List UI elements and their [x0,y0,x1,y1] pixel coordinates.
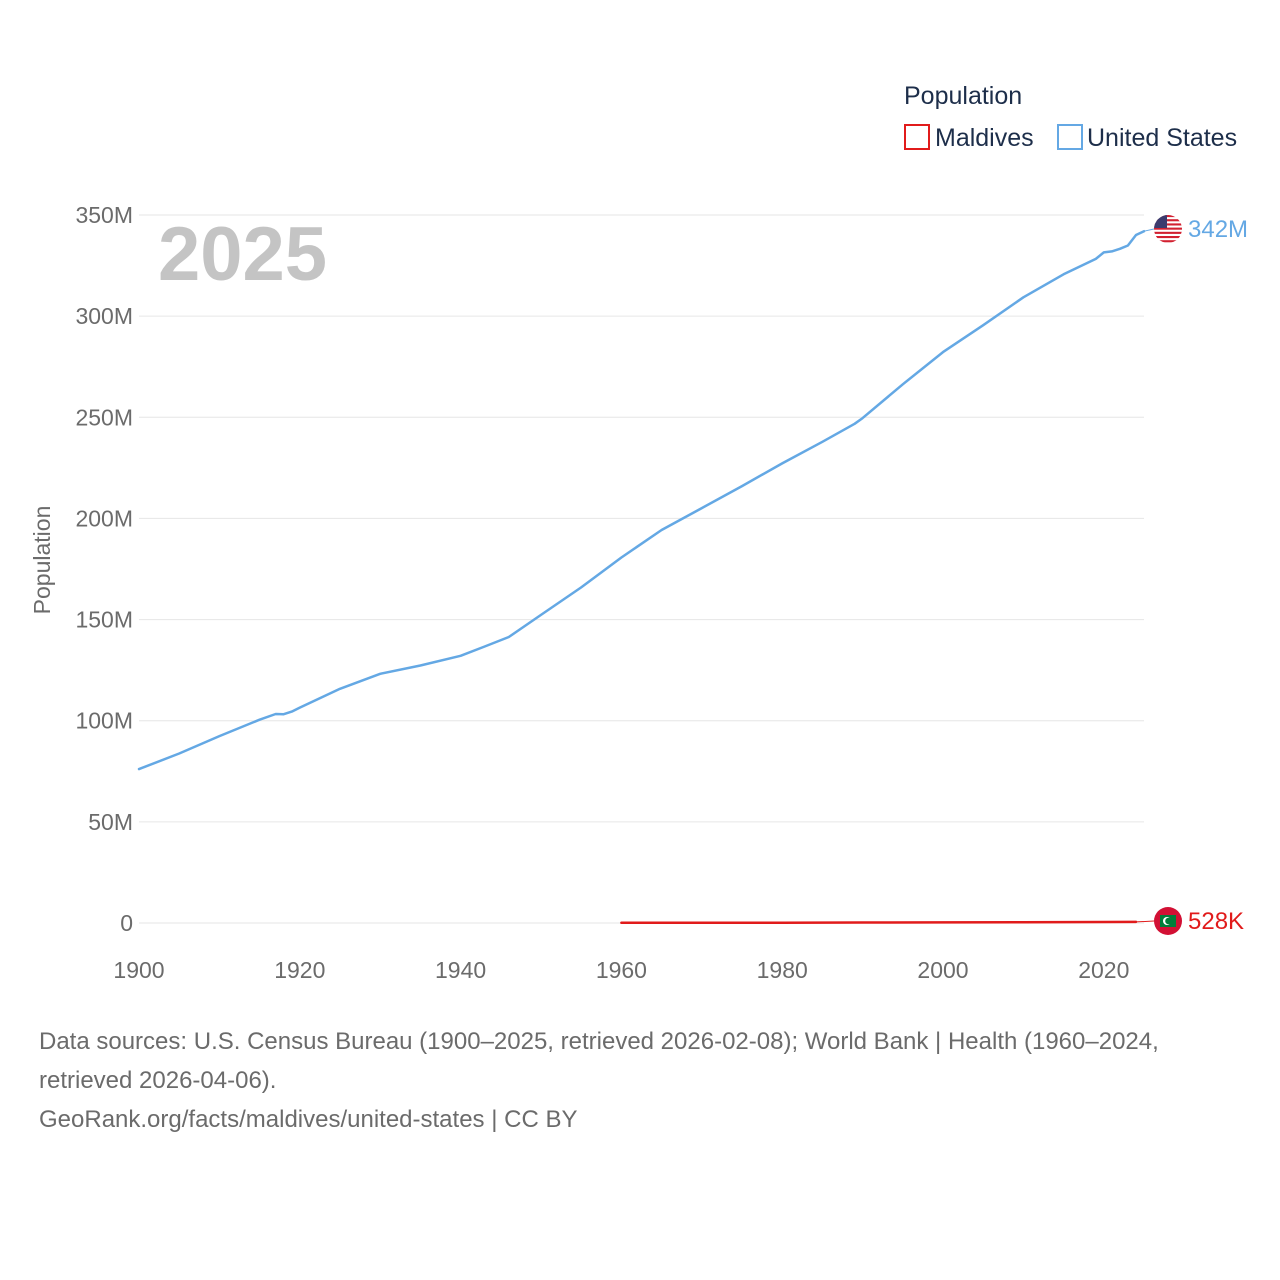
legend-label-united-states: United States [1087,124,1237,152]
series-end-markers: 342M 528K [1135,215,1248,935]
maldives-flag-icon [1154,907,1182,935]
series-line-united-states [137,229,1146,771]
us-flag-icon [1154,215,1182,243]
connector-maldives [1135,920,1155,923]
footer-sources: Data sources: U.S. Census Bureau (1900–2… [39,1022,1249,1139]
series-lines [137,229,1146,925]
y-tick-label: 200M [75,505,133,531]
current-year-label: 2025 [158,212,327,297]
y-tick-label: 300M [75,303,133,329]
legend-item-maldives[interactable]: Maldives [904,124,1034,152]
x-tick-label: 1980 [757,957,808,983]
footer-sources-line-1: Data sources: U.S. Census Bureau (1900–2… [39,1028,1159,1055]
x-tick-label: 2000 [917,957,968,983]
x-tick-label: 1960 [596,957,647,983]
legend-swatch-maldives [904,124,930,150]
y-tick-label: 0 [120,910,133,936]
y-axis-ticks: 0 50M 100M 150M 200M 250M 300M 350M [75,202,133,936]
y-tick-label: 150M [75,607,133,633]
y-axis-label: Population [29,506,55,615]
y-tick-label: 350M [75,202,133,228]
x-tick-label: 1900 [113,957,164,983]
legend: Population Maldives United States [904,82,1237,152]
x-tick-label: 1920 [274,957,325,983]
end-label-united-states: 342M [1188,216,1248,243]
connector-united-states [1143,228,1155,232]
legend-title: Population [904,82,1022,110]
x-tick-label: 1940 [435,957,486,983]
y-tick-label: 50M [88,809,133,835]
gridlines [139,214,1144,924]
end-label-maldives: 528K [1188,908,1244,935]
y-tick-label: 100M [75,708,133,734]
legend-label-maldives: Maldives [935,124,1034,152]
footer-sources-line-2: retrieved 2026-04-06). [39,1067,277,1094]
series-line-maldives [620,920,1138,925]
x-tick-label: 2020 [1078,957,1129,983]
legend-swatch-united-states [1057,124,1083,150]
legend-item-united-states[interactable]: United States [1057,124,1237,152]
y-tick-label: 250M [75,404,133,430]
x-axis-ticks: 1900 1920 1940 1960 1980 2000 2020 [113,957,1129,983]
footer-attribution: GeoRank.org/facts/maldives/united-states… [39,1106,578,1133]
